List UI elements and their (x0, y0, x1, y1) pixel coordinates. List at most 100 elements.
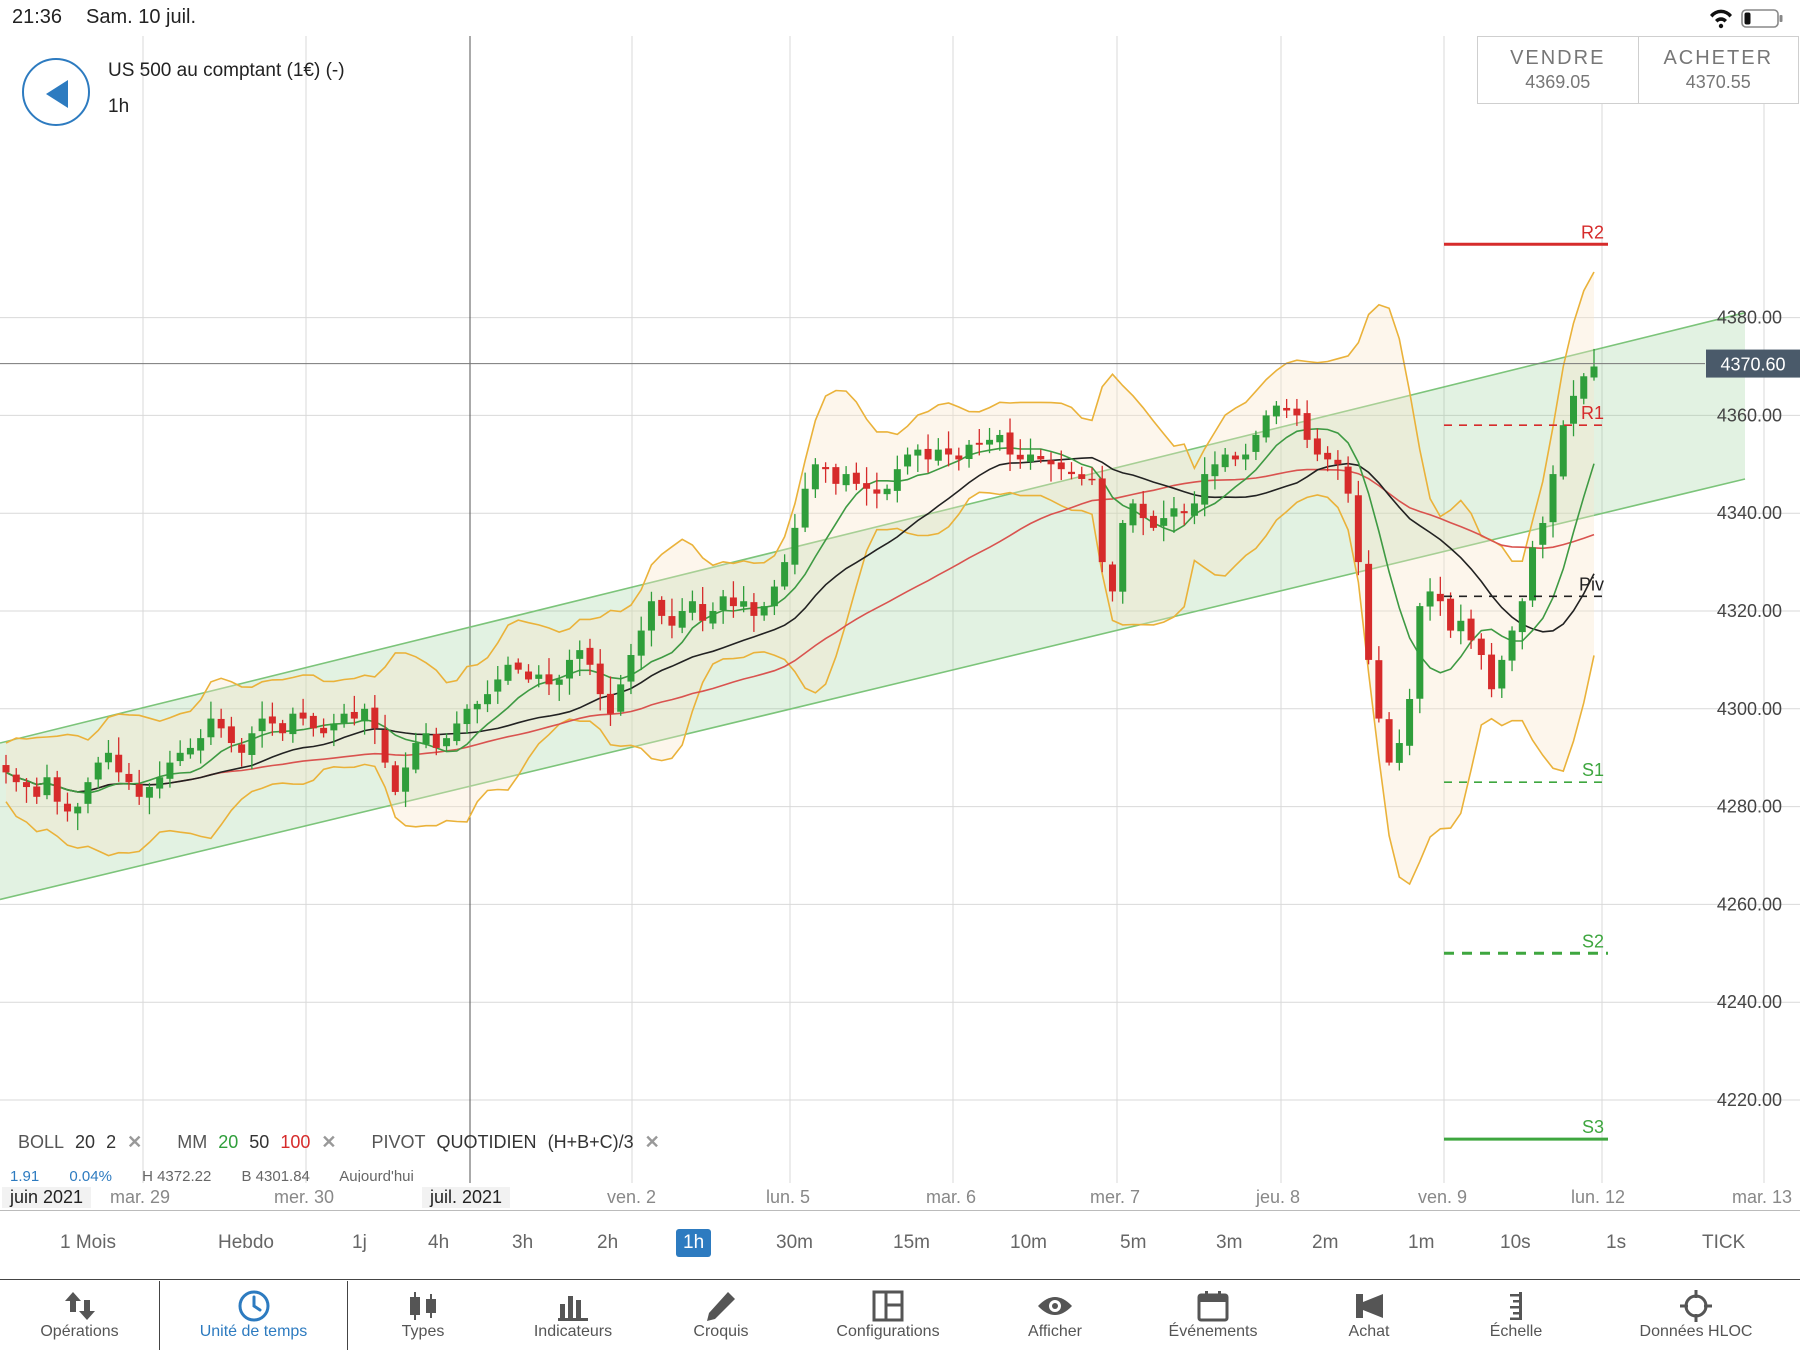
indicator-legend: BOLL 20 2 ✕ MM 20 50 100 ✕ PIVOT QUOTIDI… (18, 1132, 690, 1153)
mm-name: MM (177, 1132, 208, 1152)
tool-label: Indicateurs (533, 1323, 613, 1340)
candle-body (1559, 425, 1567, 477)
sell-button[interactable]: VENDRE 4369.05 (1478, 37, 1638, 103)
candle-body (945, 448, 953, 455)
pivot-label-r2: R2 (1581, 222, 1604, 242)
candle-body (43, 777, 51, 796)
layout-icon (872, 1290, 904, 1322)
candle-body (955, 455, 963, 460)
candle-body (12, 774, 20, 783)
candle-body (1088, 478, 1096, 481)
tf-1j[interactable]: 1j (352, 1232, 367, 1253)
clock-icon (238, 1290, 269, 1322)
x-label-month: juil. 2021 (422, 1187, 511, 1208)
tf-1-mois[interactable]: 1 Mois (60, 1232, 116, 1253)
candle-body (924, 448, 932, 460)
candle-body (1037, 455, 1045, 460)
tf-1s[interactable]: 1s (1606, 1232, 1627, 1253)
y-tick-label: 4340.00 (1717, 503, 1782, 523)
candlestick-icon (410, 1292, 436, 1320)
tool-display[interactable]: Afficher (982, 1281, 1128, 1350)
candle-body (309, 715, 317, 729)
tf-1h[interactable]: 1h (676, 1229, 712, 1257)
remove-pivot-icon[interactable]: ✕ (644, 1132, 660, 1152)
tf-1m[interactable]: 1m (1408, 1232, 1435, 1253)
candle-body (627, 655, 635, 682)
tf-2m[interactable]: 2m (1312, 1232, 1339, 1253)
tf-3h[interactable]: 3h (512, 1232, 534, 1253)
remove-boll-icon[interactable]: ✕ (127, 1132, 143, 1152)
candle-body (289, 713, 297, 735)
buy-button[interactable]: ACHETER 4370.55 (1637, 37, 1799, 103)
tool-sketch[interactable]: Croquis (648, 1281, 794, 1350)
x-label-day: mer. 30 (274, 1187, 335, 1207)
tf-10m[interactable]: 10m (1010, 1232, 1047, 1253)
bollinger-lower (5, 491, 1595, 886)
buy-label: ACHETER (1663, 47, 1774, 69)
candle-body (1344, 466, 1352, 494)
candle-body (463, 708, 471, 725)
candle-body (873, 489, 881, 494)
candle-body (125, 773, 133, 783)
tool-hloc-data[interactable]: Données HLOC (1592, 1281, 1800, 1350)
candle-body (33, 786, 41, 797)
candle-body (1447, 598, 1455, 631)
tf-2h[interactable]: 2h (597, 1232, 619, 1253)
tf-4h[interactable]: 4h (428, 1232, 450, 1253)
pivot-label-s3: S3 (1582, 1117, 1604, 1137)
candle-body (576, 650, 584, 659)
tf-tick[interactable]: TICK (1702, 1232, 1746, 1253)
tool-operations[interactable]: Opérations (0, 1281, 160, 1350)
candle-body (186, 747, 194, 755)
tool-label: Opérations (40, 1323, 119, 1340)
tool-label: Échelle (1489, 1323, 1543, 1340)
tf-30m[interactable]: 30m (776, 1232, 813, 1253)
candle-body (535, 674, 543, 679)
price-chart[interactable]: R2 R1 Piv S1 S2 S3 4380.00 4360.00 4340.00 4320.… (0, 36, 1800, 1183)
tf-15m[interactable]: 15m (893, 1232, 930, 1253)
candle-body (1098, 478, 1106, 563)
back-button[interactable] (22, 58, 90, 126)
channel-lower-line (0, 478, 1746, 901)
tf-5m[interactable]: 5m (1120, 1232, 1147, 1253)
wifi-icon (1710, 9, 1732, 29)
tool-types[interactable]: Types (348, 1281, 498, 1350)
candle-body (207, 718, 215, 738)
tool-events[interactable]: Événements (1128, 1281, 1298, 1350)
candle-body (330, 723, 338, 731)
remove-mm-icon[interactable]: ✕ (321, 1132, 337, 1152)
tool-label: Croquis (693, 1323, 749, 1340)
candle-body (606, 693, 614, 714)
candle-body (842, 474, 850, 486)
eye-icon (1038, 1297, 1072, 1315)
candle-body (22, 782, 30, 788)
candle-body (893, 469, 901, 491)
candle-body (545, 674, 553, 685)
candle-body (443, 738, 451, 747)
y-tick-label: 4300.00 (1717, 699, 1782, 719)
bollinger-upper (5, 271, 1595, 744)
candle-body (1170, 508, 1178, 517)
y-tick-label: 4280.00 (1717, 797, 1782, 817)
tf-hebdo[interactable]: Hebdo (218, 1232, 274, 1253)
tool-label: Afficher (1028, 1323, 1082, 1340)
candle-body (1211, 464, 1219, 477)
pencil-icon (707, 1292, 735, 1321)
status-time: 21:36 (12, 6, 63, 28)
tf-3m[interactable]: 3m (1216, 1232, 1243, 1253)
candle-body (729, 597, 737, 607)
candle-body (94, 762, 102, 780)
candle-body (391, 765, 399, 792)
tool-purchase[interactable]: Achat (1298, 1281, 1440, 1350)
ma-50-line (5, 456, 1595, 793)
candle-body (53, 777, 61, 802)
tf-10s[interactable]: 10s (1500, 1232, 1531, 1253)
pivot-label-r1: R1 (1581, 403, 1604, 423)
tool-configurations[interactable]: Configurations (794, 1281, 982, 1350)
megaphone-icon (1356, 1294, 1383, 1318)
tool-scale[interactable]: Échelle (1440, 1281, 1592, 1350)
tool-label: Unité de temps (199, 1323, 308, 1340)
candle-body (678, 611, 686, 628)
tool-time-unit[interactable]: Unité de temps (160, 1281, 348, 1350)
tool-indicators[interactable]: Indicateurs (498, 1281, 648, 1350)
